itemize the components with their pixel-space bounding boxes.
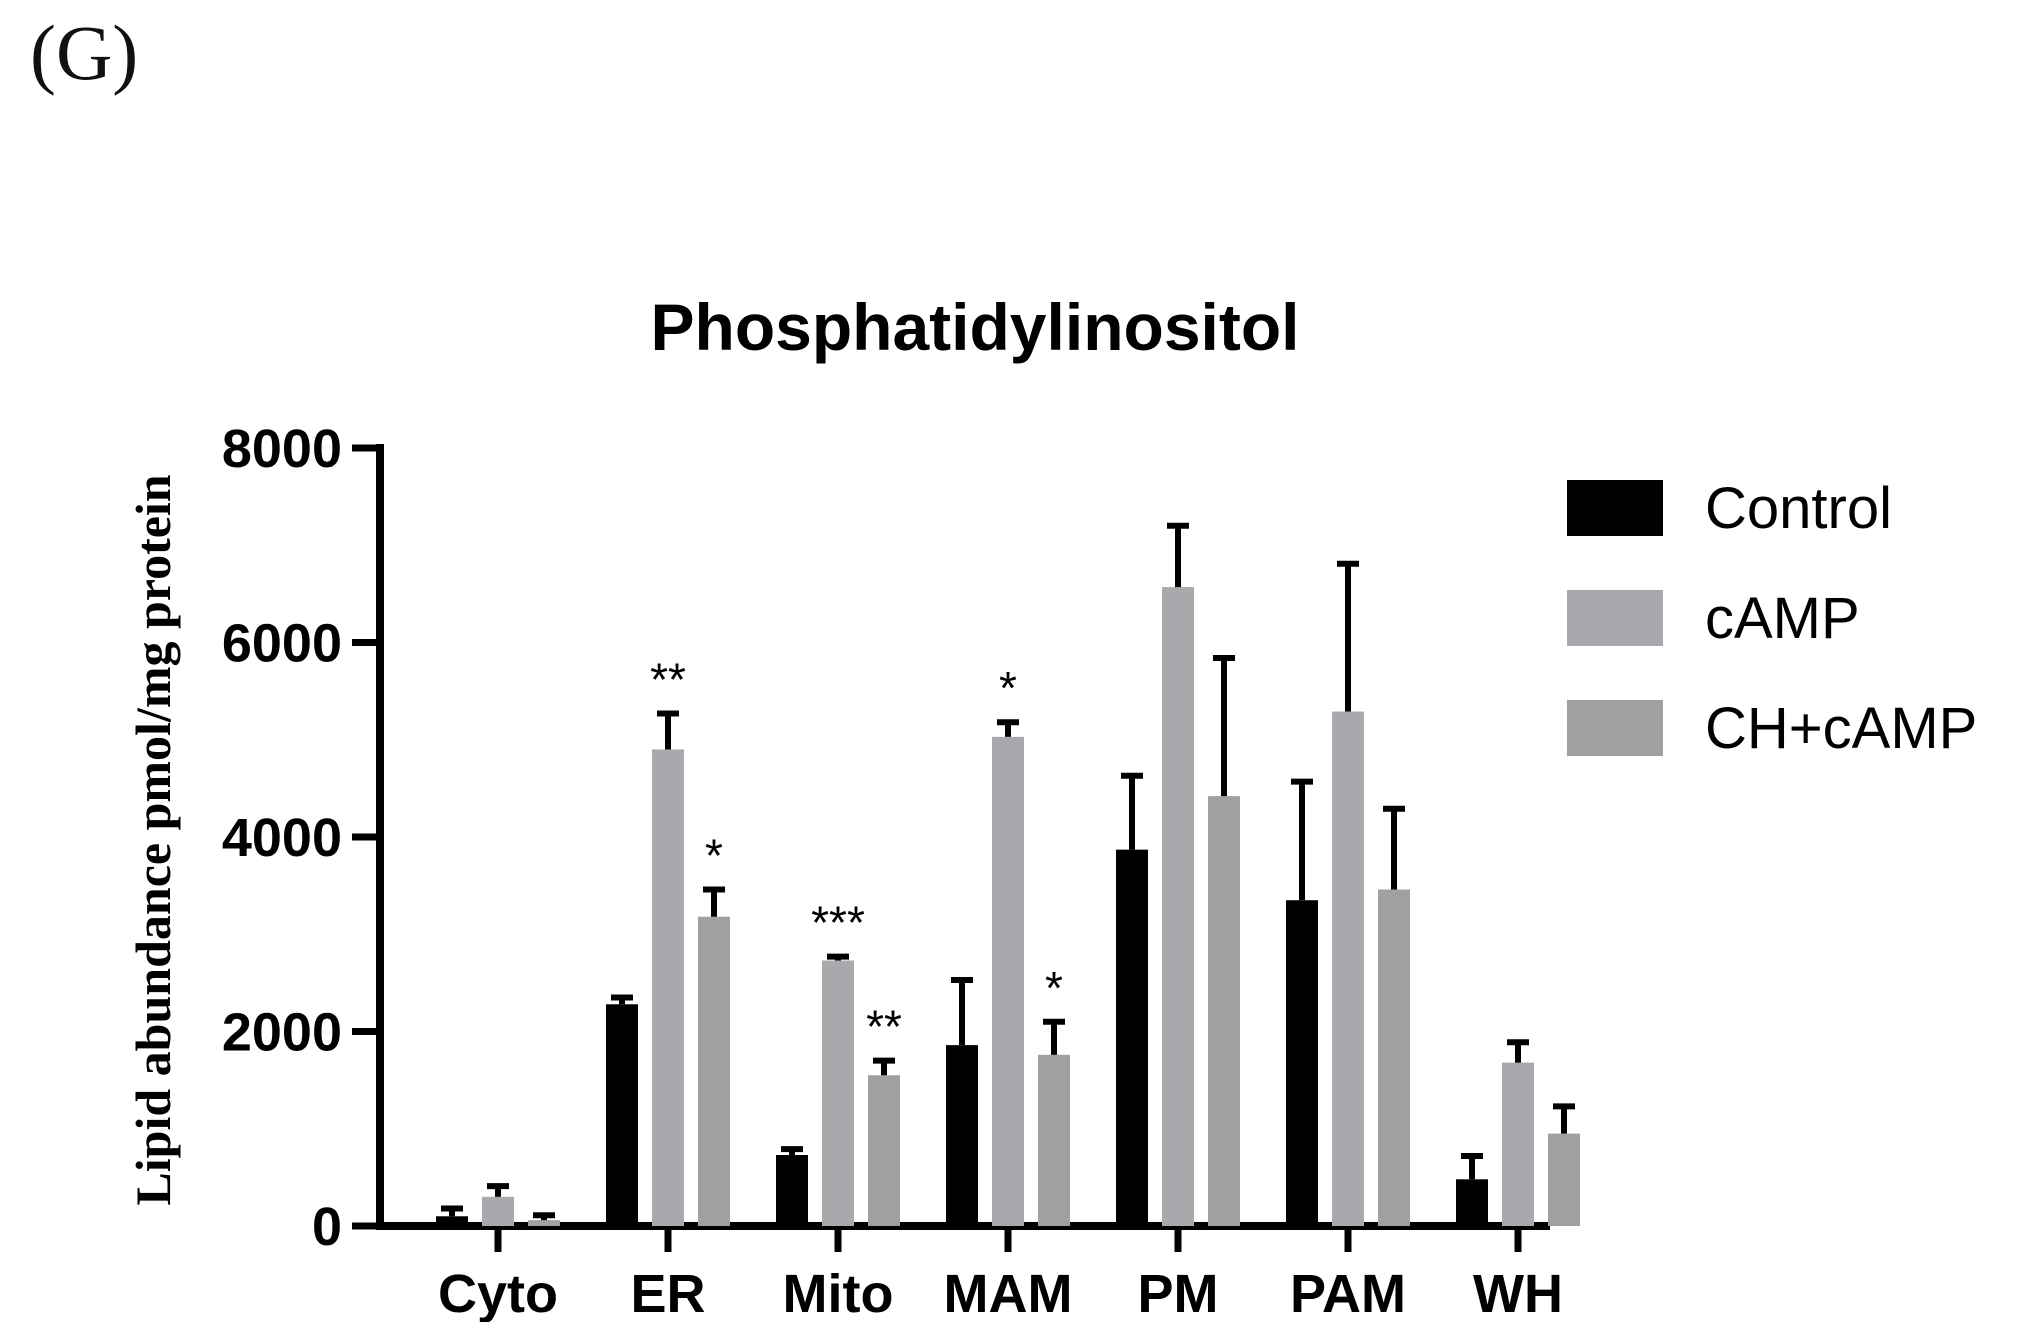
legend-label: CH+cAMP <box>1705 696 1977 761</box>
bar-ch-camp-pm <box>1208 796 1240 1226</box>
bar-ch-camp-wh <box>1548 1133 1580 1226</box>
bar-ch-camp-pam <box>1378 889 1410 1226</box>
bar-ch-camp-er <box>698 916 730 1226</box>
y-tick-label: 2000 <box>222 1003 342 1063</box>
x-tick-label: MAM <box>944 1264 1073 1322</box>
bar-control-mito <box>776 1155 808 1226</box>
bar-control-pm <box>1116 849 1148 1226</box>
x-tick-label: Cyto <box>438 1264 558 1322</box>
panel-label: (G) <box>30 9 139 96</box>
legend-swatch <box>1567 700 1663 756</box>
legend-label: Control <box>1705 476 1892 541</box>
bar-camp-pam <box>1332 711 1364 1226</box>
significance-marker: ** <box>866 1001 902 1053</box>
y-axis-label: Lipid abundance pmol/mg protein <box>125 474 181 1205</box>
bar-control-wh <box>1456 1179 1488 1226</box>
significance-marker: * <box>999 662 1017 714</box>
significance-marker: * <box>705 830 723 882</box>
legend-swatch <box>1567 590 1663 646</box>
bar-ch-camp-cyto <box>528 1220 560 1226</box>
significance-marker: ** <box>650 653 686 705</box>
bar-camp-cyto <box>482 1196 514 1226</box>
bar-camp-wh <box>1502 1062 1534 1226</box>
bar-ch-camp-mam <box>1038 1054 1070 1226</box>
x-tick-label: WH <box>1473 1264 1563 1322</box>
bar-camp-mito <box>822 960 854 1226</box>
x-tick-label: Mito <box>783 1264 894 1322</box>
significance-marker: * <box>1045 962 1063 1014</box>
x-tick-label: ER <box>630 1264 705 1322</box>
legend: Control cAMP CH+cAMP <box>1567 476 1977 761</box>
legend-swatch <box>1567 480 1663 536</box>
y-tick-label: 6000 <box>222 614 342 674</box>
bar-camp-mam <box>992 736 1024 1226</box>
y-tick-label: 8000 <box>222 419 342 479</box>
legend-label: cAMP <box>1705 586 1860 651</box>
y-tick-label: 4000 <box>222 808 342 868</box>
significance-marker: *** <box>811 897 865 949</box>
bar-ch-camp-mito <box>868 1075 900 1226</box>
chart-title: Phosphatidylinositol <box>650 290 1299 364</box>
bar-camp-er <box>652 749 684 1226</box>
x-tick-label: PAM <box>1290 1264 1406 1322</box>
x-tick-label: PM <box>1138 1264 1219 1322</box>
bar-camp-pm <box>1162 587 1194 1226</box>
bar-control-pam <box>1286 900 1318 1226</box>
bar-control-mam <box>946 1045 978 1226</box>
y-tick-label: 0 <box>312 1197 342 1257</box>
bar-control-cyto <box>436 1216 468 1226</box>
bar-control-er <box>606 1004 638 1226</box>
